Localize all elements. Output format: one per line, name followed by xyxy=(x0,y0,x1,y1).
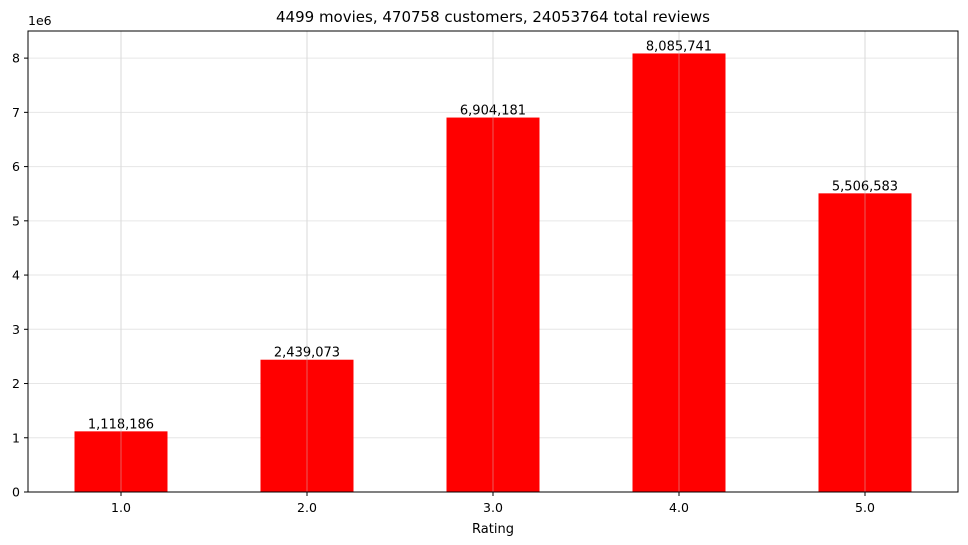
y-tick-label-3: 3 xyxy=(12,322,20,337)
bar-3.0 xyxy=(446,117,540,492)
y-tick-label-6: 6 xyxy=(12,159,20,174)
data-label-2.0: 2,439,073 xyxy=(274,346,340,361)
y-tick-label-5: 5 xyxy=(12,213,20,228)
x-tick-label-2: 3.0 xyxy=(483,500,503,515)
data-label-4.0: 8,085,741 xyxy=(646,39,712,54)
bar-2.0 xyxy=(260,359,354,492)
x-axis-label: Rating xyxy=(472,522,514,537)
x-tick-label-1: 2.0 xyxy=(297,500,317,515)
y-tick-label-0: 0 xyxy=(12,485,20,500)
data-labels: 1,118,186 2,439,073 6,904,181 8,085,741 5,50… xyxy=(88,31,898,492)
y-tick-label-4: 4 xyxy=(12,268,20,283)
y-tick-label-7: 7 xyxy=(12,105,20,120)
x-tick-label-0: 1.0 xyxy=(111,500,131,515)
data-label-5.0: 5,506,583 xyxy=(832,179,898,194)
bars xyxy=(74,53,912,492)
y-tick-label-2: 2 xyxy=(12,376,20,391)
y-offset-label: 1e6 xyxy=(28,13,52,28)
y-tick-label-8: 8 xyxy=(12,51,20,66)
x-tick-label-4: 5.0 xyxy=(855,500,875,515)
chart-title: 4499 movies, 470758 customers, 24053764 … xyxy=(276,8,710,26)
data-label-3.0: 6,904,181 xyxy=(460,104,526,119)
bar-5.0 xyxy=(818,193,912,492)
bar-4.0 xyxy=(632,53,726,492)
bar-1.0 xyxy=(74,431,168,492)
x-tick-label-3: 4.0 xyxy=(669,500,689,515)
y-tick-label-1: 1 xyxy=(12,430,20,445)
axes: 0 1 2 3 4 5 6 7 8 1.0 2.0 3.0 4.0 5.0 xyxy=(12,30,959,515)
data-label-1.0: 1,118,186 xyxy=(88,417,154,432)
